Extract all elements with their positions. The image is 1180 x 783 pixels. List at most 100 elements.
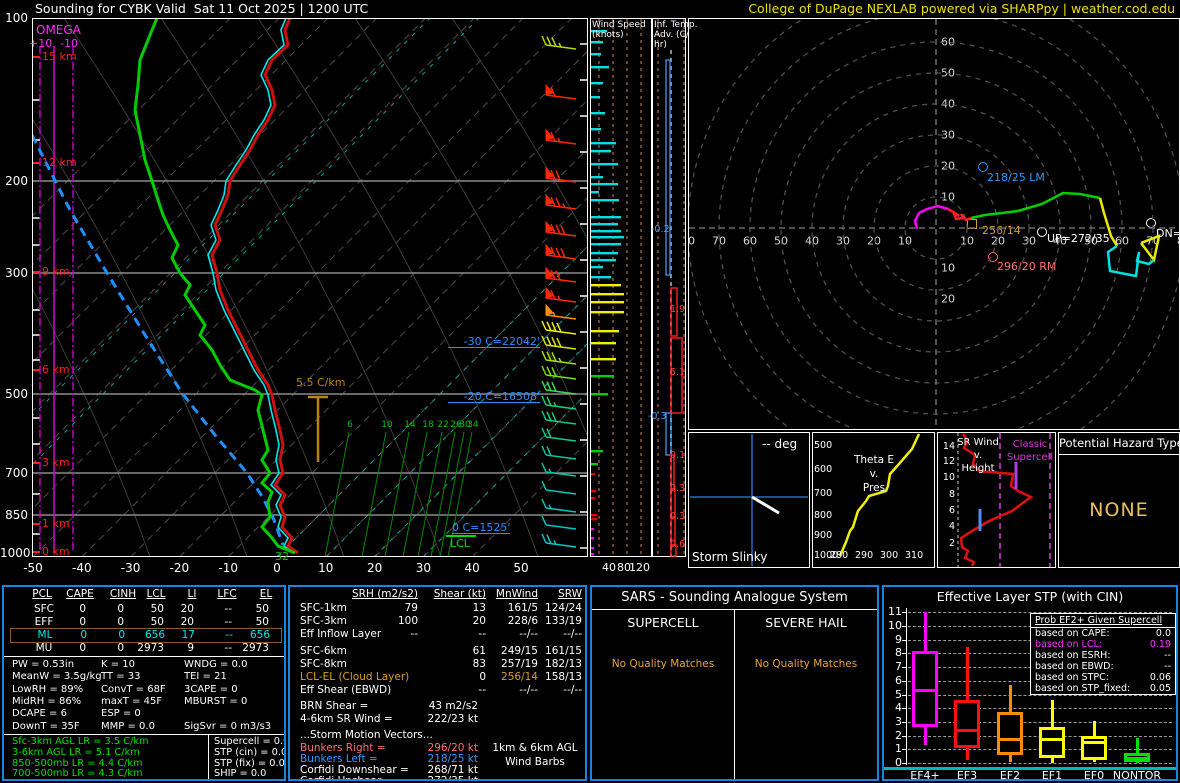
parcel-col-header: LCL	[146, 588, 166, 600]
kinematics-value: 100	[397, 615, 418, 627]
wind-speed-axis-label: 80	[617, 561, 631, 574]
thermo-index: SigSvr = 0 m3/s3	[184, 720, 272, 732]
storm-vector-key: Corfidi Downshear =	[300, 764, 409, 776]
parcel-value: 0	[117, 603, 124, 615]
kinematics-row-name: Eff Inflow Layer	[300, 628, 382, 640]
kinematics-col-header: Shear (kt)	[433, 588, 486, 600]
composite-index: STP (cin) = 0.0	[214, 746, 286, 758]
parcel-value: 0	[80, 629, 87, 641]
divider	[4, 734, 284, 735]
stp-category-label: NONTOR	[1112, 769, 1162, 781]
thermo-index: TT = 33	[101, 671, 141, 683]
window-title: Sounding for CYBK Valid Sat 11 Oct 2025 …	[35, 1, 369, 16]
kinematics-row-name: SFC-1km	[300, 602, 347, 614]
kinematics-panel: SRH (m2/s2) Shear (kt) MnWind SRW SFC-1km 79 1…	[288, 585, 587, 781]
parcel-value: 0	[118, 629, 125, 641]
skewt-panel[interactable]	[32, 18, 588, 557]
hodo-marker-label: UP=272/35	[1047, 232, 1110, 245]
wind-speed-panel[interactable]	[590, 18, 652, 557]
hodo-marker-label: 218/25 LM	[987, 171, 1045, 184]
parcel-value: 20	[180, 616, 194, 628]
parcel-value: 50	[255, 616, 269, 628]
stp-ytick-mark	[902, 626, 907, 627]
hazard-value: NONE	[1089, 499, 1149, 521]
stp-legend-key: based on STP_fixed:	[1035, 683, 1131, 694]
hodo-marker-vector[interactable]	[1146, 218, 1156, 228]
composite-index: SHIP = 0.0	[214, 768, 267, 780]
sars-hail-body[interactable]: No Quality Matches	[754, 658, 858, 670]
pressure-label: 100	[5, 11, 28, 25]
stp-legend: Prob EF2+ Given Supercell based on CAPE:…	[1030, 613, 1176, 695]
kinematics-col-header: SRW	[558, 588, 582, 600]
hodo-marker-vector[interactable]	[1037, 227, 1047, 237]
stp-ytick: 9	[895, 632, 902, 646]
kinematics-value: 20	[472, 615, 486, 627]
hodo-ring-label: 40	[805, 234, 819, 248]
temp-axis-label: -20	[169, 561, 190, 575]
parcel-thermo-panel: PCL CAPE CINH LCL LI LFC EL SFC 0 0 50 20 -- 50 EFF 0 0 5…	[2, 585, 286, 781]
stp-category-label: EF2	[999, 769, 1021, 781]
temp-axis-label: 0	[273, 561, 281, 575]
kinematics-extra-value: 43 m2/s2	[428, 700, 478, 712]
kinematics-col-header: MnWind	[495, 588, 538, 600]
stp-legend-value: 0.05	[1149, 683, 1171, 694]
sars-supercell-body[interactable]: No Quality Matches	[611, 658, 715, 670]
stp-category-label: EF0	[1083, 769, 1105, 781]
kinematics-value: --/--	[519, 684, 538, 696]
theta-e-panel[interactable]	[812, 432, 935, 568]
pressure-label: 500	[5, 387, 28, 401]
parcel-value: 17	[181, 629, 195, 641]
divider	[4, 656, 284, 657]
stp-y-axis	[906, 608, 907, 765]
stp-ytick-mark	[902, 721, 907, 723]
hodo-marker-mean-wind[interactable]	[967, 219, 977, 229]
parcel-row-SFC[interactable]: SFC 0 0 50 20 -- 50	[10, 603, 280, 616]
hodo-ring-label: 50	[941, 66, 955, 80]
hazard-panel[interactable]: Potential Hazard Type NONE	[1058, 432, 1180, 568]
kinematics-value: --	[478, 628, 486, 640]
stp-ytick: 11	[888, 605, 902, 619]
storm-vector-value: 272/35 kt	[427, 775, 478, 781]
pressure-label: 700	[5, 466, 28, 480]
hodo-ring-label: 80	[688, 234, 695, 248]
parcel-value: 2973	[137, 642, 164, 654]
parcel-row-name: EFF	[34, 616, 54, 628]
stp-ytick-mark	[902, 708, 907, 710]
kinematics-extra-key: 4-6km SR Wind =	[300, 713, 393, 725]
thermo-index: MMP = 0.0	[101, 720, 155, 732]
storm-slinky-panel[interactable]	[688, 432, 810, 568]
parcel-value: --	[224, 603, 232, 615]
parcel-col-header: LFC	[217, 588, 237, 600]
hodo-ring-label: 20	[991, 234, 1005, 248]
sars-hail-heading: SEVERE HAIL	[765, 615, 847, 630]
stp-gridline	[908, 763, 1172, 764]
stp-box-EF1	[1039, 727, 1065, 758]
stp-ytick-mark	[902, 694, 907, 696]
stp-legend-row: based on STPC: 0.06	[1031, 672, 1175, 683]
sr-wind-panel[interactable]	[937, 432, 1056, 568]
parcel-row-ML[interactable]: ML 0 0 656 17 -- 656	[10, 628, 282, 643]
hodograph-panel[interactable]: 1020304050607080102030405060708010203040…	[688, 18, 1180, 430]
storm-vector-key: Corfidi Upshear =	[300, 775, 394, 781]
temp-advection-panel[interactable]	[652, 18, 686, 557]
kinematics-value: 228/6	[507, 615, 538, 627]
parcel-row-MU[interactable]: MU 0 0 2973 9 -- 2973	[10, 642, 280, 655]
stp-gridline	[908, 721, 1172, 723]
kinematics-value: 0	[479, 671, 486, 683]
hodo-ring-label: 10	[941, 261, 955, 275]
hodo-ring-label: 40	[941, 97, 955, 111]
stp-ytick-mark	[902, 749, 907, 751]
parcel-row-name: SFC	[33, 603, 55, 615]
parcel-row-EFF[interactable]: EFF 0 0 50 20 -- 50	[10, 616, 280, 629]
parcel-col-header: CINH	[109, 588, 137, 600]
sars-column-divider	[734, 609, 735, 779]
stp-ytick: 0	[895, 756, 902, 769]
stp-category-label: EF3	[956, 769, 978, 781]
stp-legend-value: 0.0	[1155, 628, 1171, 639]
pressure-label: 300	[5, 266, 28, 280]
thermo-index: ESP = 0	[101, 708, 141, 720]
thermo-index: DownT = 35F	[12, 720, 80, 732]
kinematics-value: 158/13	[545, 671, 582, 683]
lapse-rate-value: 850-500mb LR = 4.4 C/km	[12, 757, 143, 769]
stp-legend-value: --	[1164, 661, 1171, 672]
